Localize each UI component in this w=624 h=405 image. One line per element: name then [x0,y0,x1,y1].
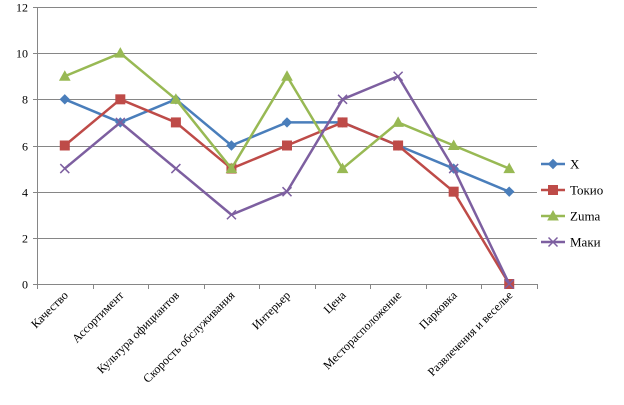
data-point [226,209,237,220]
data-point [281,117,293,128]
legend-marker [547,236,559,248]
series-line [63,75,511,285]
data-point [114,47,127,58]
legend-label: Токио [570,183,603,198]
data-point [170,117,181,128]
legend-item: Маки [541,235,601,250]
y-tick-label: 12 [16,1,28,15]
y-tick-label: 4 [22,186,28,200]
data-point [170,93,182,104]
data-point [337,117,348,128]
data-point [504,186,515,197]
x-tick-label: Цена [321,288,350,317]
axes [33,7,538,289]
legend-marker [547,158,559,170]
data-point [447,139,460,150]
data-point [281,186,293,197]
series-group [58,47,516,290]
data-point [115,94,126,105]
y-tick-label: 0 [22,278,28,292]
y-tick-label: 10 [16,47,28,61]
data-point [226,140,237,151]
data-point [282,140,292,151]
legend-marker [547,209,559,221]
x-tick-label: Ассортимент [69,288,127,346]
data-point [59,140,70,151]
y-tick-label: 8 [22,93,28,107]
legend-item: Zuma [541,209,601,224]
data-point [170,163,181,174]
x-tick-label: Качество [28,288,71,331]
data-point [392,116,404,127]
y-axis-ticks: 0 2 4 6 8 10 12 [16,1,28,292]
y-tick-label: 2 [22,232,28,246]
data-point [504,278,515,290]
x-tick-label: Парковка [416,288,460,332]
legend: X Токио Zuma Маки [541,157,603,250]
data-point [115,117,126,128]
legend-label: Маки [570,235,601,250]
legend-item: Токио [541,183,603,198]
data-point [393,140,404,151]
data-point [225,162,238,174]
x-tick-label: Интерьер [249,288,293,332]
data-point [337,94,348,105]
data-point [59,94,70,105]
legend-label: Zuma [570,209,601,224]
data-point [59,163,70,174]
y-tick-label: 6 [22,140,28,154]
data-point [393,71,404,82]
data-point [448,186,459,197]
data-point [58,70,71,81]
data-point [503,162,516,174]
series-1 [59,94,515,289]
series-3 [59,71,515,290]
legend-item: X [541,157,580,172]
data-point [448,163,459,174]
x-tick-label: Скорость обслуживания [140,288,238,386]
legend-label: X [570,157,580,172]
data-point [336,162,349,174]
legend-marker [548,185,558,195]
data-point [281,70,293,81]
